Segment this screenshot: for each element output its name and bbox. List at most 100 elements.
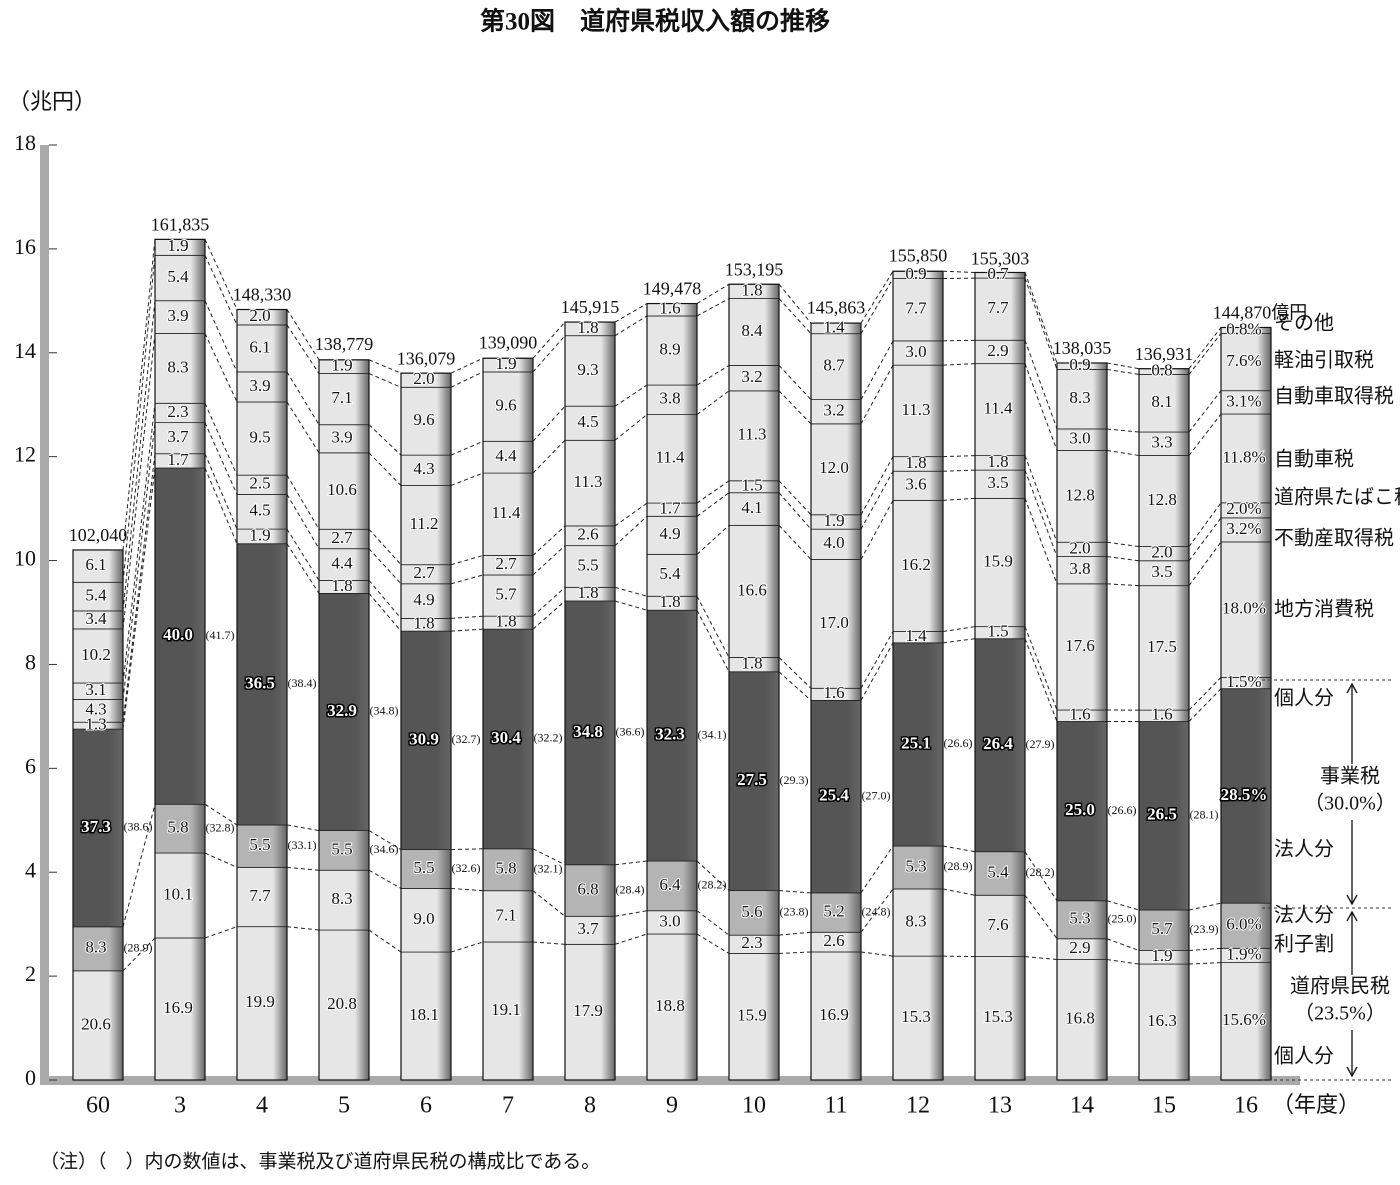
connector [450, 848, 484, 851]
share-label: (24.8) [862, 904, 891, 918]
connector [286, 824, 320, 832]
bar-outline [400, 372, 452, 1081]
connector [368, 373, 402, 388]
connector [368, 548, 402, 585]
bar-outline [728, 283, 780, 1081]
connector [1024, 272, 1058, 364]
connector [368, 528, 402, 566]
x-axis-label: （年度） [1272, 1092, 1360, 1117]
segment-label: 10.6 [327, 480, 357, 499]
segment-label: 3.5 [987, 473, 1008, 492]
segment-label: 5.3 [1069, 909, 1090, 928]
y-tick-label: 18 [14, 130, 36, 155]
segment-label: 5.2 [823, 901, 844, 920]
connector [860, 888, 894, 933]
segment-label: 15.9 [737, 1006, 767, 1025]
connector [1024, 277, 1058, 370]
share-label: (25.0) [1108, 911, 1137, 925]
total-label: 139,090 [479, 333, 538, 353]
connector [122, 255, 156, 583]
segment-label: 1.8 [987, 452, 1008, 471]
legend-label: 自動車税 [1274, 448, 1354, 471]
segment-label: 19.9 [245, 992, 275, 1011]
segment-label: 12.0 [819, 458, 849, 477]
segment-label: 30.9 [409, 729, 439, 748]
segment-label: 4.5 [249, 501, 270, 520]
legend-label: 不動産取得税 [1274, 527, 1394, 550]
bar-segment [1220, 333, 1272, 392]
connector [614, 384, 648, 407]
segment-label: 8.4 [741, 321, 763, 340]
connector [1024, 455, 1058, 543]
segment-label: 2.0 [249, 306, 270, 325]
connector [778, 492, 812, 530]
segment-label: 2.5 [249, 474, 270, 493]
segment-label: 25.4 [819, 786, 849, 805]
segment-label: 26.5 [1147, 805, 1177, 824]
segment-label: 1.8 [495, 612, 516, 631]
total-label: 102,040 [69, 525, 128, 545]
segment-label: 17.9 [573, 1001, 603, 1020]
y-tick-label: 12 [14, 442, 36, 467]
connector [532, 890, 566, 917]
connector [532, 586, 566, 617]
segment-label: 16.3 [1147, 1011, 1177, 1030]
share-label: (34.1) [698, 727, 727, 741]
segment-label: 8.7 [823, 356, 845, 375]
bar-segment [482, 941, 534, 1081]
segment-label: 4.4 [331, 553, 353, 572]
connector [942, 363, 976, 366]
connector [1106, 900, 1140, 911]
y-tick-label: 14 [14, 338, 36, 363]
connector [696, 933, 730, 954]
connector [450, 472, 484, 487]
share-label: (28.1) [1190, 808, 1219, 822]
segment-label: 3.2 [823, 401, 844, 420]
bar-segment [236, 324, 288, 373]
legend-label: その他 [1274, 312, 1334, 335]
bar-segment [1056, 556, 1108, 585]
segment-label: 25.0 [1065, 800, 1095, 819]
bar-segment [236, 401, 288, 476]
bracket-arrow [1346, 682, 1358, 694]
share-label: (28.2) [1026, 865, 1055, 879]
segment-label: 5.5 [331, 839, 352, 858]
bar-segment [974, 638, 1026, 853]
segment-label: 3.0 [659, 911, 680, 930]
x-tick-label: 8 [584, 1093, 596, 1119]
segment-label: 0.8% [1226, 319, 1261, 338]
segment-label: 2.7 [413, 563, 435, 582]
segment-label: 3.5 [1151, 562, 1172, 581]
legend-label: 法人分 [1274, 904, 1334, 927]
segment-label: 1.6 [823, 683, 844, 702]
segment-label: 5.7 [1151, 919, 1173, 938]
connector [1188, 327, 1222, 370]
connector [1188, 962, 1222, 965]
group-label: 事業税 [1320, 765, 1380, 788]
legend-label: 法人分 [1274, 838, 1334, 861]
segment-label: 1.8 [331, 576, 352, 595]
segment-label: 7.7 [987, 298, 1009, 317]
bar-segment [72, 628, 124, 684]
legend-label: 利子割 [1274, 933, 1334, 956]
connector [778, 931, 812, 936]
connector [696, 524, 730, 555]
share-label: (41.7) [206, 628, 235, 642]
bar-segment [646, 515, 698, 555]
bar-segment [646, 384, 698, 415]
segment-label: 15.3 [901, 1007, 931, 1026]
bar-segment [236, 494, 288, 530]
segment-label: 8.3 [331, 889, 352, 908]
connector [532, 405, 566, 442]
segment-label: 1.9 [167, 236, 188, 255]
x-tick-label: 9 [666, 1093, 678, 1119]
connector [1188, 902, 1222, 911]
bar-segment [728, 365, 780, 392]
group-label: 道府県民税 [1290, 975, 1390, 998]
total-label: 145,863 [807, 297, 866, 317]
bar-segment [154, 333, 206, 404]
share-label: (34.6) [370, 842, 399, 856]
segment-label: 3.2% [1226, 519, 1261, 538]
segment-label: 16.9 [819, 1005, 849, 1024]
x-tick-label: 3 [174, 1093, 186, 1119]
